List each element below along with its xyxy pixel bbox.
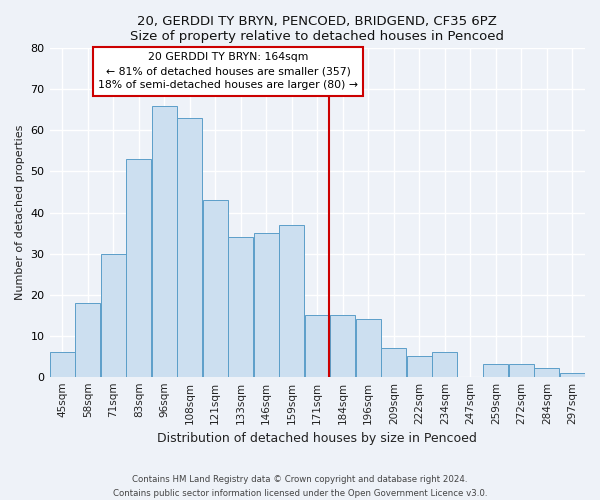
- Bar: [101, 254, 125, 376]
- Bar: [127, 159, 151, 376]
- Bar: [356, 319, 380, 376]
- Bar: [280, 225, 304, 376]
- Bar: [382, 348, 406, 376]
- Bar: [152, 106, 176, 376]
- Bar: [305, 315, 329, 376]
- Bar: [229, 237, 253, 376]
- Bar: [254, 233, 278, 376]
- Bar: [178, 118, 202, 376]
- Y-axis label: Number of detached properties: Number of detached properties: [15, 125, 25, 300]
- Bar: [484, 364, 508, 376]
- Bar: [535, 368, 559, 376]
- Bar: [331, 315, 355, 376]
- Bar: [203, 200, 227, 376]
- Bar: [76, 303, 100, 376]
- Bar: [509, 364, 533, 376]
- Text: 20 GERDDI TY BRYN: 164sqm
← 81% of detached houses are smaller (357)
18% of semi: 20 GERDDI TY BRYN: 164sqm ← 81% of detac…: [98, 52, 358, 90]
- Bar: [407, 356, 431, 376]
- X-axis label: Distribution of detached houses by size in Pencoed: Distribution of detached houses by size …: [157, 432, 477, 445]
- Title: 20, GERDDI TY BRYN, PENCOED, BRIDGEND, CF35 6PZ
Size of property relative to det: 20, GERDDI TY BRYN, PENCOED, BRIDGEND, C…: [130, 15, 504, 43]
- Bar: [433, 352, 457, 376]
- Text: Contains HM Land Registry data © Crown copyright and database right 2024.
Contai: Contains HM Land Registry data © Crown c…: [113, 476, 487, 498]
- Bar: [560, 372, 584, 376]
- Bar: [50, 352, 74, 376]
